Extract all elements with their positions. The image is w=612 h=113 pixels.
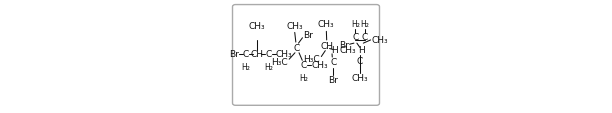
- Text: H: H: [359, 46, 365, 55]
- Text: C: C: [330, 57, 337, 66]
- Text: H₃C: H₃C: [304, 54, 320, 63]
- Text: Br: Br: [329, 75, 338, 84]
- Text: H₂: H₂: [242, 63, 250, 72]
- Text: H₂: H₂: [360, 20, 370, 29]
- Text: C: C: [243, 50, 249, 59]
- Text: H₃C: H₃C: [271, 57, 288, 66]
- Text: Br: Br: [339, 40, 349, 49]
- Text: Br: Br: [304, 31, 313, 40]
- Text: CH₃: CH₃: [286, 22, 303, 31]
- Text: CH₃: CH₃: [352, 73, 368, 82]
- Text: CH₃: CH₃: [339, 46, 356, 55]
- Text: C: C: [362, 33, 368, 42]
- Text: C: C: [294, 44, 300, 52]
- Text: CH: CH: [321, 41, 334, 50]
- Text: CH₃: CH₃: [372, 36, 389, 45]
- Text: CH₃: CH₃: [312, 61, 328, 69]
- Text: H: H: [331, 46, 338, 55]
- Text: C: C: [357, 56, 364, 65]
- FancyBboxPatch shape: [233, 6, 379, 105]
- Text: C: C: [352, 33, 359, 42]
- Text: H₂: H₂: [299, 73, 308, 82]
- Text: C: C: [300, 61, 307, 69]
- Text: H₂: H₂: [351, 20, 360, 29]
- Text: CH: CH: [251, 50, 264, 59]
- Text: H₂: H₂: [264, 63, 273, 72]
- Text: CH₃: CH₃: [249, 22, 266, 31]
- Text: Br: Br: [229, 50, 239, 59]
- Text: C: C: [266, 50, 272, 59]
- Text: CH₃: CH₃: [276, 50, 293, 59]
- Text: CH₃: CH₃: [318, 20, 334, 29]
